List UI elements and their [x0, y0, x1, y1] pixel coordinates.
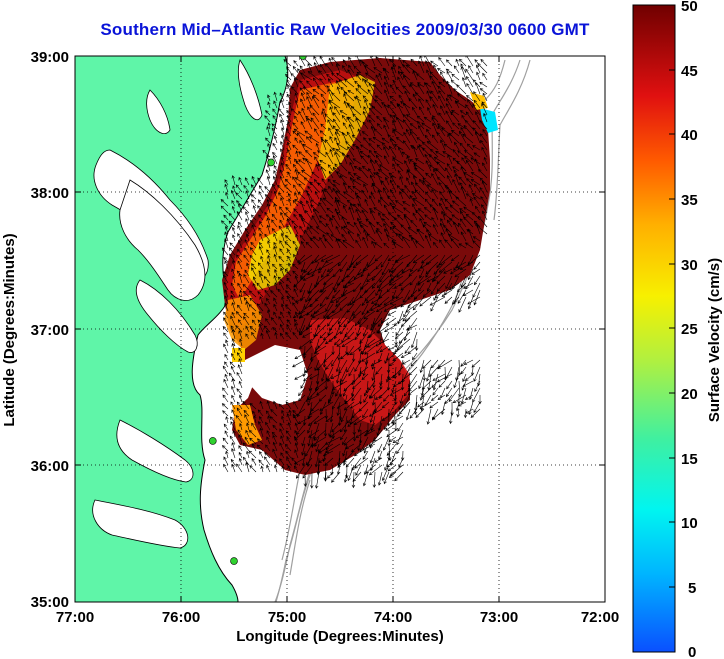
- cbar-tick-0: 0: [688, 644, 696, 659]
- colorbar: [632, 4, 676, 653]
- radar-stations: [209, 56, 307, 565]
- x-axis-label: Longitude (Degrees:Minutes): [236, 628, 444, 645]
- x-tick-0: 77:00: [56, 609, 94, 626]
- x-tick-5: 72:00: [581, 609, 619, 626]
- station-marker-3: [230, 557, 238, 565]
- x-tick-1: 76:00: [162, 609, 200, 626]
- x-tick-3: 74:00: [374, 609, 412, 626]
- colorbar-tick-labels: 50 45 40 35 30 25 20 15 10 5 0: [681, 0, 698, 659]
- x-tick-4: 73:00: [480, 609, 518, 626]
- cbar-tick-45: 45: [681, 63, 698, 80]
- y-tick-2: 37:00: [31, 322, 69, 339]
- x-tick-2: 75:00: [268, 609, 306, 626]
- map-title: Southern Mid–Atlantic Raw Velocities 200…: [100, 20, 590, 39]
- station-marker-1: [267, 158, 275, 167]
- colorbar-label: Surface Velocity (cm/s): [706, 258, 723, 422]
- velocity-vectors: [220, 56, 488, 489]
- y-tick-labels: 39:00 38:00 37:00 36:00 35:00: [31, 49, 69, 611]
- cbar-tick-20: 20: [681, 386, 698, 403]
- station-marker-2: [209, 437, 217, 445]
- x-tick-labels: 77:00 76:00 75:00 74:00 73:00 72:00: [56, 609, 619, 626]
- velocity-field: [222, 58, 498, 475]
- y-axis-label: Latitude (Degrees:Minutes): [1, 233, 18, 426]
- cbar-tick-50: 50: [681, 0, 698, 15]
- y-tick-0: 39:00: [31, 49, 69, 66]
- vector-arrows: [220, 56, 488, 489]
- cbar-tick-35: 35: [681, 192, 698, 209]
- cbar-tick-5: 5: [688, 580, 696, 597]
- y-tick-1: 38:00: [31, 185, 69, 202]
- grid-lines: [75, 56, 605, 602]
- cbar-tick-40: 40: [681, 127, 698, 144]
- colorbar-ticks: [669, 69, 675, 588]
- y-tick-3: 36:00: [31, 458, 69, 475]
- cbar-tick-10: 10: [681, 515, 698, 532]
- cbar-tick-30: 30: [681, 257, 698, 274]
- y-tick-4: 35:00: [31, 594, 69, 611]
- cbar-tick-15: 15: [681, 451, 698, 468]
- cbar-tick-25: 25: [681, 321, 698, 338]
- tick-marks: [75, 56, 605, 602]
- station-marker-0: [299, 56, 307, 60]
